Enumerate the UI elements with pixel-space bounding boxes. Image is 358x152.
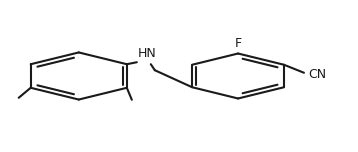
- Text: HN: HN: [138, 47, 156, 60]
- Text: F: F: [234, 36, 242, 50]
- Text: CN: CN: [308, 68, 326, 81]
